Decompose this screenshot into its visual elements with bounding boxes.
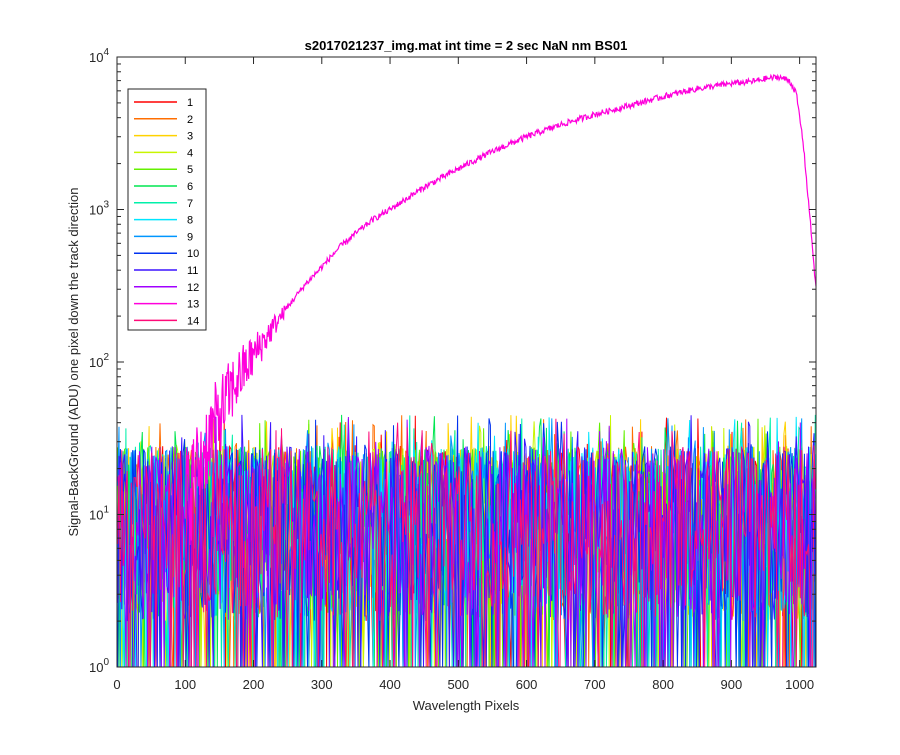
series-line-13 (184, 73, 817, 546)
y-axis-label: Signal-BackGround (ADU) one pixel down t… (66, 187, 81, 536)
legend-label-8: 8 (187, 215, 193, 227)
y-tick-label: 102 (89, 352, 109, 370)
y-tick-label: 103 (89, 200, 109, 218)
legend-label-2: 2 (187, 114, 193, 126)
legend-label-1: 1 (187, 97, 193, 109)
legend-label-11: 11 (187, 265, 198, 277)
y-tick-label: 100 (89, 657, 109, 675)
legend-label-13: 13 (187, 299, 199, 311)
x-tick-label: 700 (584, 677, 606, 692)
x-tick-label: 900 (721, 677, 743, 692)
legend-label-14: 14 (187, 315, 199, 327)
series-line-14 (117, 418, 816, 668)
x-tick-label: 300 (311, 677, 333, 692)
chart-title: s2017021237_img.mat int time = 2 sec NaN… (305, 38, 628, 53)
legend-label-9: 9 (187, 231, 193, 243)
legend-label-10: 10 (187, 248, 199, 260)
y-tick-label: 104 (89, 47, 109, 65)
legend-label-4: 4 (187, 147, 193, 159)
x-axis: 0 100 200 300 400 500 600 700 800 900 1000 (113, 57, 814, 692)
main-series-layer (184, 73, 817, 546)
x-tick-label: 1000 (785, 677, 814, 692)
x-tick-label: 200 (243, 677, 265, 692)
legend-label-3: 3 (187, 131, 193, 143)
legend-label-5: 5 (187, 164, 193, 176)
x-tick-label: 800 (652, 677, 674, 692)
x-tick-label: 500 (447, 677, 469, 692)
legend-label-7: 7 (187, 198, 193, 210)
x-tick-label: 0 (113, 677, 120, 692)
legend-label-6: 6 (187, 181, 193, 193)
y-tick-label: 101 (89, 505, 109, 523)
x-tick-label: 600 (516, 677, 538, 692)
x-tick-label: 100 (174, 677, 196, 692)
x-tick-label: 400 (379, 677, 401, 692)
legend-label-12: 12 (187, 282, 199, 294)
x-axis-label: Wavelength Pixels (413, 698, 520, 713)
legend-box (127, 88, 207, 331)
